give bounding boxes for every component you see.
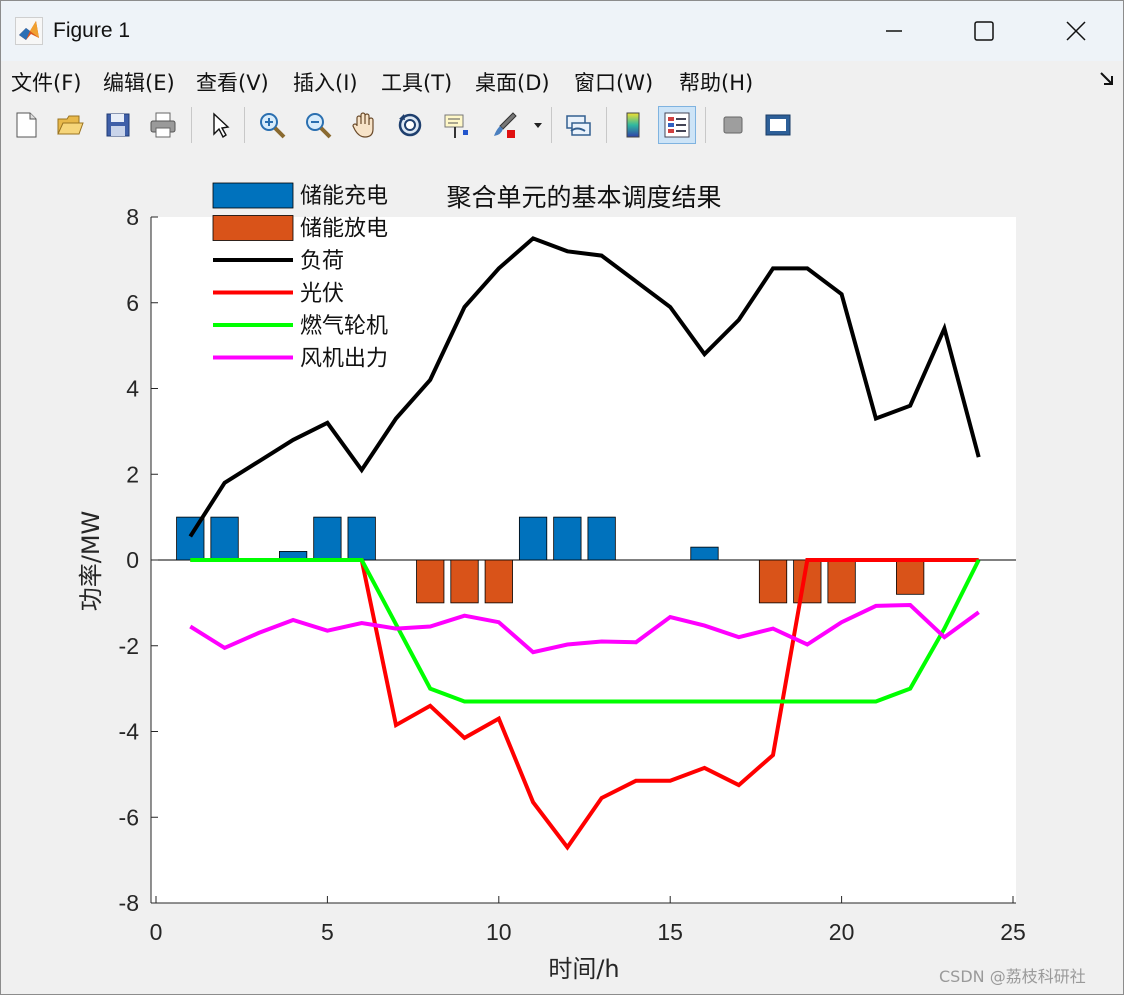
menu-tools[interactable]: 工具(T) bbox=[381, 71, 453, 95]
legend-swatch bbox=[212, 182, 294, 209]
bar-discharge[interactable] bbox=[416, 559, 445, 604]
zoom-in-icon[interactable] bbox=[253, 106, 291, 144]
legend-swatch bbox=[212, 215, 294, 241]
minimize-icon bbox=[886, 30, 902, 32]
window-title: Figure 1 bbox=[53, 19, 131, 42]
bar-charge[interactable] bbox=[313, 516, 342, 561]
new-figure-icon[interactable] bbox=[7, 106, 45, 144]
legend-label: 光伏 bbox=[300, 282, 344, 307]
line-gas-turbine[interactable] bbox=[190, 558, 981, 704]
toolbar-separator bbox=[191, 107, 192, 143]
line-wind[interactable] bbox=[189, 602, 980, 655]
y-tick-label: 4 bbox=[126, 376, 139, 402]
y-tick-label: -8 bbox=[119, 890, 139, 916]
toolbar bbox=[1, 99, 1123, 154]
bar-discharge[interactable] bbox=[827, 559, 856, 604]
x-tick-label: 15 bbox=[657, 919, 683, 945]
zoom-out-icon[interactable] bbox=[299, 106, 337, 144]
bar-charge[interactable] bbox=[690, 546, 719, 561]
legend-label: 风机出力 bbox=[300, 347, 388, 372]
legend-icon[interactable] bbox=[658, 106, 696, 144]
y-tick-label: 0 bbox=[126, 547, 139, 573]
y-tick-label: -6 bbox=[119, 804, 139, 830]
legend-label: 负荷 bbox=[300, 249, 344, 274]
menu-view[interactable]: 查看(V) bbox=[196, 71, 269, 95]
link-plot-icon[interactable] bbox=[559, 106, 597, 144]
brush-icon[interactable] bbox=[485, 106, 523, 144]
hide-plot-tools-icon[interactable] bbox=[714, 106, 752, 144]
y-ticks: -8 -6 -4 -2 0 2 4 6 8 bbox=[119, 204, 158, 916]
bar-charge[interactable] bbox=[553, 516, 582, 561]
bars-group bbox=[176, 516, 925, 604]
data-cursor-icon[interactable] bbox=[437, 106, 475, 144]
bar-charge[interactable] bbox=[210, 516, 239, 561]
menu-bar: 文件(F) 编辑(E) 查看(V) 插入(I) 工具(T) 桌面(D) 窗口(W… bbox=[1, 61, 1123, 99]
maximize-button[interactable] bbox=[937, 1, 1031, 61]
plot-svg[interactable]: 0 5 10 15 20 25 -8 -6 -4 -2 0 2 4 6 8 聚合单元的基本调度结果 时间/… bbox=[1, 153, 1123, 994]
toolbar-separator bbox=[244, 107, 245, 143]
menu-desktop[interactable]: 桌面(D) bbox=[475, 71, 550, 95]
y-tick-label: -2 bbox=[119, 633, 139, 659]
menu-file[interactable]: 文件(F) bbox=[11, 71, 82, 95]
menu-edit[interactable]: 编辑(E) bbox=[103, 71, 175, 95]
bar-discharge[interactable] bbox=[484, 559, 513, 604]
print-icon[interactable] bbox=[144, 106, 182, 144]
legend-label: 储能放电 bbox=[300, 217, 388, 242]
bar-charge[interactable] bbox=[587, 516, 616, 561]
bar-discharge[interactable] bbox=[450, 559, 479, 604]
rotate-3d-icon[interactable] bbox=[391, 106, 429, 144]
colorbar-icon[interactable] bbox=[614, 106, 652, 144]
open-file-icon[interactable] bbox=[51, 106, 89, 144]
pan-hand-icon[interactable] bbox=[345, 106, 383, 144]
show-plot-tools-icon[interactable] bbox=[759, 106, 797, 144]
menu-insert[interactable]: 插入(I) bbox=[293, 71, 358, 95]
legend-label: 储能充电 bbox=[300, 184, 388, 209]
menu-window[interactable]: 窗口(W) bbox=[574, 71, 654, 95]
save-icon[interactable] bbox=[99, 106, 137, 144]
toolbar-separator bbox=[551, 107, 552, 143]
close-button[interactable] bbox=[1029, 1, 1123, 61]
y-tick-label: 8 bbox=[126, 204, 139, 230]
matlab-logo-icon bbox=[15, 17, 43, 45]
legend-label: 燃气轮机 bbox=[300, 314, 388, 339]
pointer-icon[interactable] bbox=[201, 106, 239, 144]
toolbar-separator bbox=[606, 107, 607, 143]
y-axis-label: 功率/MW bbox=[77, 511, 105, 612]
lines-group bbox=[188, 236, 981, 851]
y-tick-label: 6 bbox=[126, 290, 139, 316]
x-tick-label: 20 bbox=[829, 919, 855, 945]
bar-charge[interactable] bbox=[518, 516, 548, 561]
brush-dropdown-icon[interactable] bbox=[532, 121, 544, 131]
x-tick-label: 10 bbox=[486, 919, 512, 945]
menu-help[interactable]: 帮助(H) bbox=[679, 71, 754, 95]
figure-canvas: 0 5 10 15 20 25 -8 -6 -4 -2 0 2 4 6 8 聚合单元的基本调度结果 时间/… bbox=[1, 153, 1123, 994]
maximize-icon bbox=[974, 21, 994, 41]
bar-discharge[interactable] bbox=[758, 559, 788, 604]
close-icon bbox=[1066, 21, 1086, 41]
bar-charge[interactable] bbox=[347, 516, 376, 561]
watermark: CSDN @荔枝科研社 bbox=[939, 967, 1086, 986]
minimize-button[interactable] bbox=[847, 1, 941, 61]
title-bar[interactable]: Figure 1 bbox=[1, 1, 1123, 61]
x-ticks: 0 5 10 15 20 25 bbox=[150, 896, 1026, 945]
x-tick-label: 0 bbox=[150, 919, 163, 945]
x-tick-label: 5 bbox=[321, 919, 334, 945]
x-axis-label: 时间/h bbox=[548, 955, 619, 983]
y-tick-label: -4 bbox=[119, 719, 140, 745]
y-tick-label: 2 bbox=[126, 461, 139, 487]
line-load[interactable] bbox=[188, 236, 981, 538]
toolbar-separator bbox=[705, 107, 706, 143]
bar-discharge[interactable] bbox=[896, 559, 925, 595]
chart-title: 聚合单元的基本调度结果 bbox=[446, 183, 721, 212]
x-tick-label: 25 bbox=[1000, 919, 1026, 945]
dock-arrow-icon[interactable] bbox=[1099, 71, 1115, 87]
